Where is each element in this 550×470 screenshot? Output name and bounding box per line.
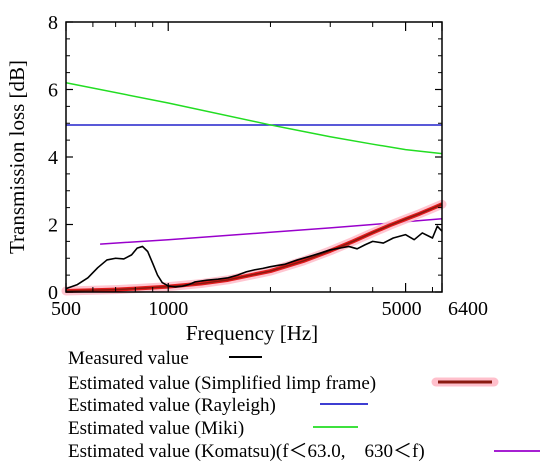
series-measured xyxy=(65,225,443,290)
x-tick-label: 6400 xyxy=(448,298,488,320)
legend-label-measured: Measured value xyxy=(68,348,189,369)
legend-label-limp-frame: Estimated value (Simplified limp frame) xyxy=(68,373,376,394)
y-tick-label: 0 xyxy=(48,282,58,304)
series-miki xyxy=(65,82,443,155)
x-tick-label: 1000 xyxy=(148,298,188,320)
x-tick-label: 5000 xyxy=(382,298,422,320)
y-axis-title: Transmission loss [dB] xyxy=(5,60,29,254)
series-layer xyxy=(61,82,447,296)
ticks-layer: 0 2 4 6 8 500 1000 5000 6400 xyxy=(48,12,488,320)
y-tick-label: 4 xyxy=(48,147,58,169)
series-limp-frame-core xyxy=(65,203,443,292)
legend-label-miki: Estimated value (Miki) xyxy=(68,418,244,439)
legend: Measured value Estimated value (Simplifi… xyxy=(68,348,540,462)
legend-label-rayleigh: Estimated value (Rayleigh) xyxy=(68,395,276,416)
y-tick-label: 2 xyxy=(48,215,58,237)
legend-label-komatsu: Estimated value (Komatsu)(f＜63.0, 630＜f) xyxy=(68,441,425,462)
y-tick-label: 6 xyxy=(48,80,58,102)
x-tick-label: 500 xyxy=(51,298,81,320)
x-axis-title: Frequency [Hz] xyxy=(186,321,318,345)
y-tick-label: 8 xyxy=(48,12,58,34)
